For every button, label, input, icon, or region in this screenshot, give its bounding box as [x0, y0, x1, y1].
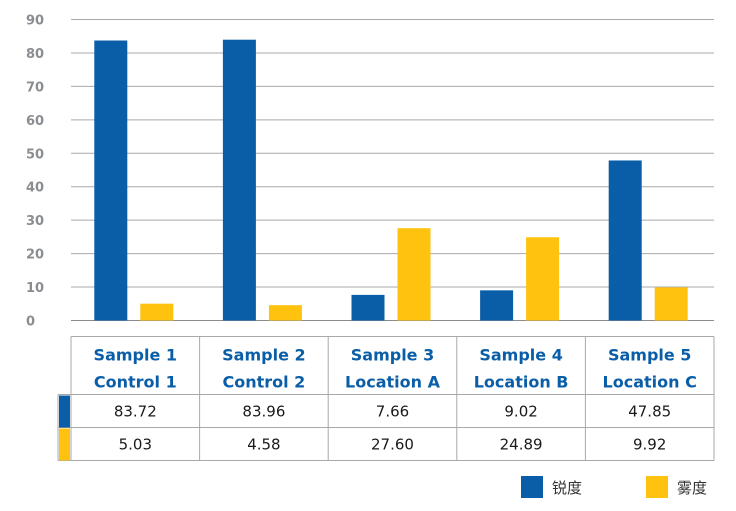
gridlines	[71, 19, 714, 321]
y-tick-label: 70	[26, 80, 44, 95]
bar-sharpness	[608, 160, 642, 321]
y-tick-label: 0	[26, 315, 35, 330]
category-label: Sample 4	[479, 346, 562, 365]
y-tick-label: 20	[26, 248, 44, 263]
legend-swatch-haze	[646, 476, 668, 498]
bar-sharpness	[222, 39, 256, 321]
data-table: Sample 1 Control 1 Sample 2 Control 2 Sample…	[57, 336, 715, 461]
bar-sharpness	[480, 290, 514, 321]
legend-swatch-sharpness	[521, 476, 543, 498]
y-tick-label: 90	[26, 14, 44, 29]
legend: 锐度 雾度	[521, 476, 707, 498]
category-label: Control 2	[222, 373, 305, 392]
category-label: Sample 1	[94, 346, 177, 365]
y-axis-ticks: 0 10 20 30 40 50 60 70 80 90	[26, 14, 44, 330]
cell-sharpness: 7.66	[376, 403, 409, 421]
category-label: Location C	[603, 373, 697, 392]
category-label: Location B	[474, 373, 569, 392]
y-tick-label: 30	[26, 214, 44, 229]
bar-sharpness	[351, 294, 385, 321]
category-label: Sample 3	[351, 346, 434, 365]
table-key-haze	[59, 428, 70, 461]
y-tick-label: 60	[26, 114, 44, 129]
bar-haze	[140, 303, 174, 321]
bar-haze	[654, 287, 688, 321]
cell-sharpness: 47.85	[628, 403, 671, 421]
cell-haze: 4.58	[247, 436, 280, 454]
y-tick-label: 80	[26, 47, 44, 62]
legend-label-haze: 雾度	[677, 479, 707, 497]
legend-label-sharpness: 锐度	[552, 479, 582, 497]
bar-haze	[526, 237, 560, 321]
category-label: Sample 5	[608, 346, 691, 365]
cell-haze: 5.03	[119, 436, 152, 454]
y-tick-label: 50	[26, 147, 44, 162]
category-label: Control 1	[94, 373, 177, 392]
bar-haze	[397, 228, 431, 321]
cell-haze: 24.89	[500, 436, 543, 454]
y-tick-label: 10	[26, 281, 44, 296]
category-label: Sample 2	[222, 346, 305, 365]
cell-sharpness: 9.02	[504, 403, 537, 421]
cell-haze: 27.60	[371, 436, 414, 454]
category-label: Location A	[345, 373, 441, 392]
bars	[94, 39, 688, 321]
cell-sharpness: 83.72	[114, 403, 157, 421]
bar-haze	[268, 305, 302, 321]
cell-haze: 9.92	[633, 436, 666, 454]
y-tick-label: 40	[26, 181, 44, 196]
cell-sharpness: 83.96	[242, 403, 285, 421]
table-key-sharpness	[59, 395, 70, 428]
bar-sharpness	[94, 40, 128, 321]
